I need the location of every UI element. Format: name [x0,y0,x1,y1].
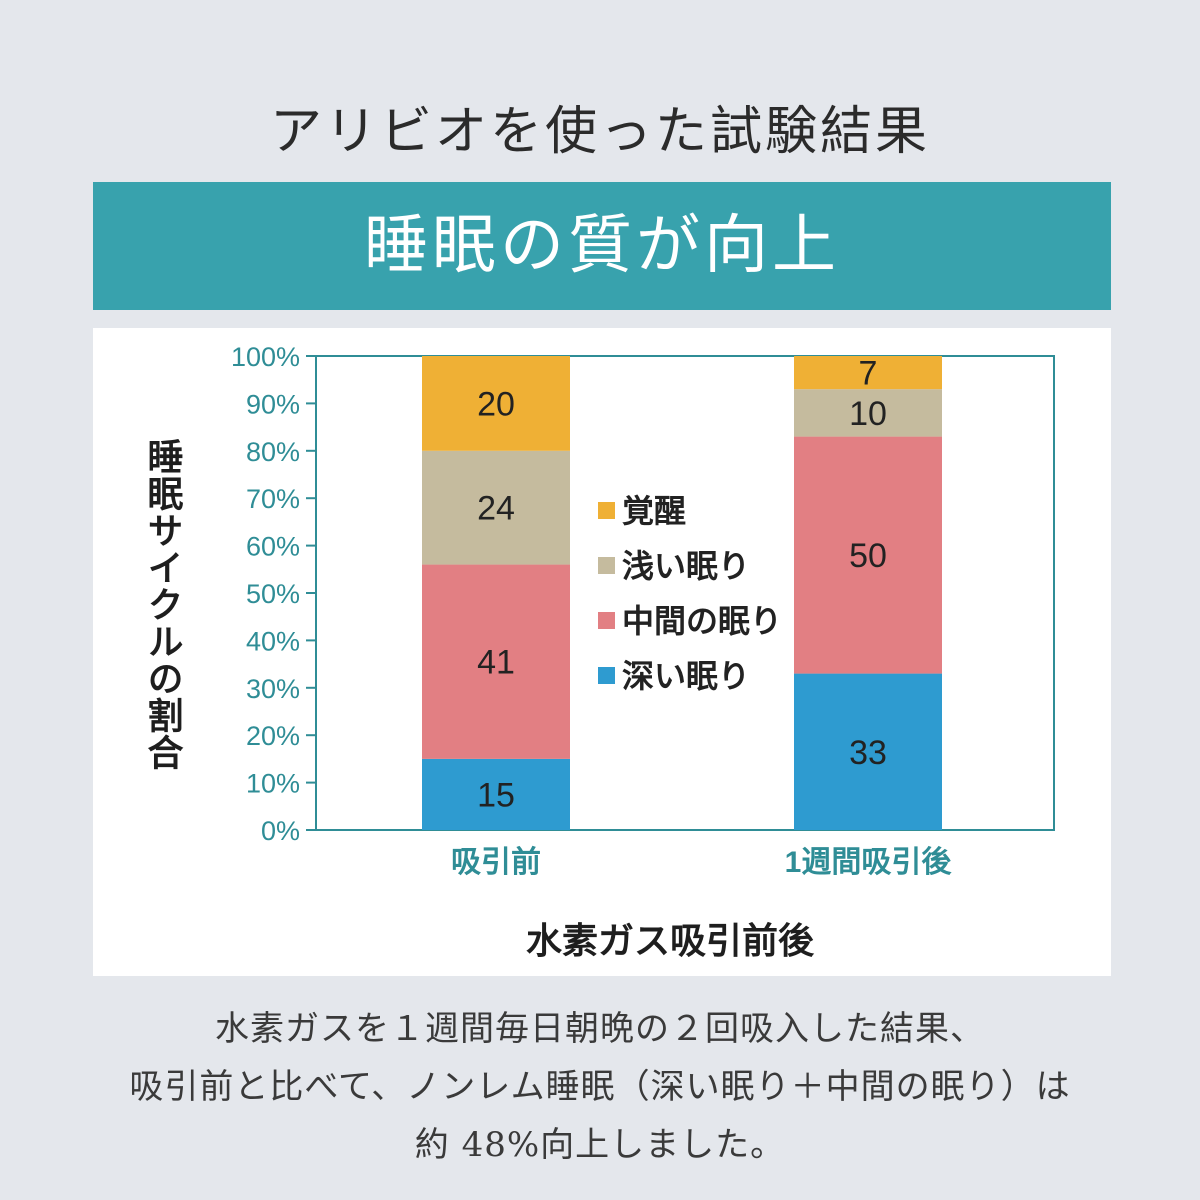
data-label: 15 [477,776,515,814]
data-label: 33 [849,734,887,772]
bar-segment [422,564,570,759]
legend-label: 覚醒 [622,493,686,529]
legend-label: 中間の眠り [622,603,782,639]
bar-segment [422,356,570,451]
y-tick-label: 70% [246,484,300,514]
caption-line-2: 吸引前と比べて、ノンレム睡眠（深い眠り＋中間の眠り）は [129,1067,1071,1107]
bar-segment [422,450,570,565]
legend-label: 深い眠り [622,658,750,694]
caption: 水素ガスを１週間毎日朝晩の２回吸入した結果、 吸引前と比べて、ノンレム睡眠（深い… [0,1000,1200,1174]
bar-segment [794,389,942,437]
legend-swatch [598,557,615,574]
bar-segment [794,673,942,830]
legend-swatch [598,502,615,519]
data-label: 24 [477,490,515,528]
legend-label: 浅い眠り [622,548,750,584]
legend-swatch [598,612,615,629]
x-axis-title: 水素ガス吸引前後 [526,920,815,961]
bar-segment [794,436,942,674]
y-tick-label: 90% [246,389,300,419]
data-label: 50 [849,537,887,575]
x-tick-label: 1週間吸引後 [785,846,953,879]
data-label: 41 [477,644,515,682]
bar-segment [422,758,570,830]
y-tick-label: 100% [231,342,300,372]
bar-segment [794,356,942,390]
stacked-bar-chart: 0% 10% 20% 30% 40% 50% 60% 70% 80% 90% 100% 15 41 24 2… [143,342,1055,961]
x-tick-label: 吸引前 [451,846,541,879]
data-label: 10 [849,395,887,433]
caption-line-3: 約 48%向上しました。 [414,1125,786,1165]
y-tick-label: 40% [246,626,300,656]
headline-banner: 睡眠の質が向上 [93,182,1111,310]
banner-text: 睡眠の質が向上 [364,209,840,283]
y-tick-label: 20% [246,721,300,751]
y-tick-label: 10% [246,769,300,799]
y-tick-label: 30% [246,674,300,704]
data-label: 20 [477,385,515,423]
data-label: 7 [859,355,878,393]
page-title: アリビオを使った試験結果 [269,102,930,162]
y-tick-label: 80% [246,437,300,467]
y-tick-label: 0% [261,816,300,846]
legend-swatch [598,667,615,684]
y-tick-label: 60% [246,532,300,562]
chart-panel: 0% 10% 20% 30% 40% 50% 60% 70% 80% 90% 100% 15 41 24 2… [93,328,1111,976]
y-axis-title: 睡眠サイクルの割合 [143,438,184,771]
caption-line-1: 水素ガスを１週間毎日朝晩の２回吸入した結果、 [215,1009,985,1049]
y-tick-label: 50% [246,579,300,609]
